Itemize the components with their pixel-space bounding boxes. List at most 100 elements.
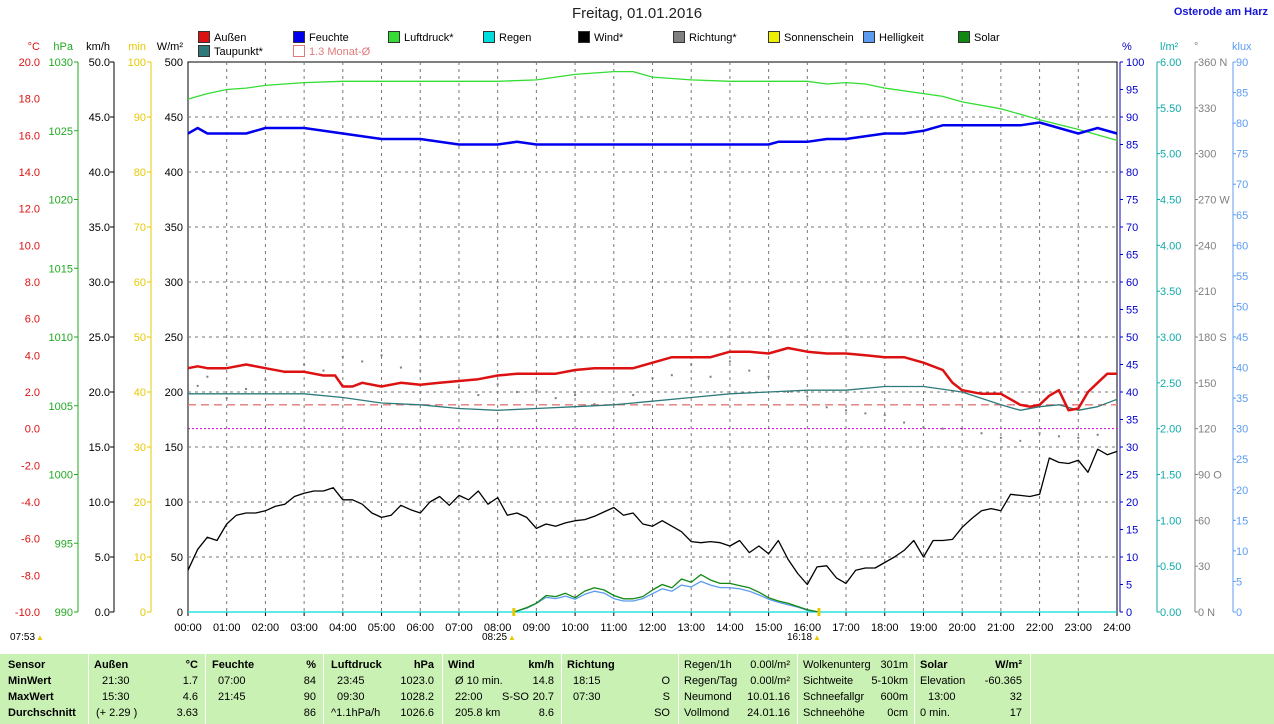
series-luftdruck-line xyxy=(187,70,1118,142)
pressure-tick-label: 1015 xyxy=(49,263,73,275)
rain-tick-label: 0.50 xyxy=(1160,561,1181,573)
rain-tick-label: 1.00 xyxy=(1160,515,1181,527)
humidity-tick-label: 40 xyxy=(1126,387,1138,399)
series-richtung-point xyxy=(941,427,944,430)
lux-unit-label: klux xyxy=(1232,41,1252,53)
sunmin-unit-label: min xyxy=(128,41,146,53)
temp-tick-label: 10.0 xyxy=(19,240,40,252)
rain-tick-label: 3.50 xyxy=(1160,286,1181,298)
series-richtung-point xyxy=(535,389,538,392)
legend-aussen: Außen xyxy=(198,31,246,44)
series-helligkeit-line xyxy=(513,580,819,613)
humidity-tick-label: 35 xyxy=(1126,415,1138,427)
temp-tick-label: 18.0 xyxy=(19,94,40,106)
series-richtung-point xyxy=(651,377,654,380)
stats-schneefall-val: 600m xyxy=(880,691,908,703)
series-au-en-line xyxy=(187,346,1117,412)
series-richtung-point xyxy=(670,374,673,377)
sunrise-main-label: 07:53▲ xyxy=(10,632,44,643)
series-richtung-point xyxy=(1057,435,1060,438)
x-tick-label: 02:00 xyxy=(252,622,280,634)
stats-luftdruck-max-time: 09:30 xyxy=(337,691,365,703)
stats-label-avg: Durchschnitt xyxy=(8,707,76,719)
solar-tick-label: 350 xyxy=(165,222,183,234)
series-richtung-point xyxy=(554,397,557,400)
stats-regen-1h-label: Regen/1h xyxy=(684,659,732,671)
lux-tick-label: 65 xyxy=(1236,210,1248,222)
humidity-tick-label: 85 xyxy=(1126,140,1138,152)
sunmin-tick-label: 100 xyxy=(128,57,146,69)
stats-solar-avg-val: 17 xyxy=(1009,707,1022,719)
stats-wind-max-time: 22:00 xyxy=(455,691,483,703)
stats-solar-max-time: 13:00 xyxy=(928,691,956,703)
sunrise-main-time: 07:53 xyxy=(10,632,36,643)
stats-label-sensor: Sensor xyxy=(8,659,46,671)
x-tick-label: 03:00 xyxy=(290,622,318,634)
stats-divider xyxy=(323,654,324,724)
stats-aussen-max-val: 4.6 xyxy=(182,691,198,703)
stats-sicht-label: Sichtweite xyxy=(803,675,854,687)
stats-feuchte-avg-val: 86 xyxy=(303,707,316,719)
solar-tick-label: 50 xyxy=(171,552,183,564)
lux-tick-label: 25 xyxy=(1236,454,1248,466)
stats-label-min: MinWert xyxy=(8,675,52,687)
stats-divider xyxy=(205,654,206,724)
direction-tick-label: 360 N xyxy=(1198,57,1227,69)
legend-label: Außen xyxy=(214,32,247,44)
legend-swatch xyxy=(483,31,495,43)
lux-tick-label: 30 xyxy=(1236,424,1248,436)
legend-label: Sonnenschein xyxy=(784,32,854,44)
solar-tick-label: 0 xyxy=(177,607,183,619)
pressure-tick-label: 1020 xyxy=(49,195,73,207)
sunmin-tick-label: 40 xyxy=(134,387,146,399)
sunmin-tick-label: 70 xyxy=(134,222,146,234)
lux-tick-label: 45 xyxy=(1236,332,1248,344)
series-wind-line xyxy=(187,448,1118,586)
sunmin-tick-label: 80 xyxy=(134,167,146,179)
stats-divider xyxy=(1030,654,1031,724)
humidity-tick-label: 100 xyxy=(1126,57,1144,69)
lux-tick-label: 10 xyxy=(1236,546,1248,558)
stats-vollmond-label: Vollmond xyxy=(684,707,730,719)
x-tick-label: 17:00 xyxy=(832,622,860,634)
series-richtung-point xyxy=(748,369,751,372)
wind-tick-label: 20.0 xyxy=(89,387,110,399)
x-tick-label: 23:00 xyxy=(1065,622,1093,634)
x-tick-label: 14:00 xyxy=(716,622,744,634)
stats-wind-unit: km/h xyxy=(528,659,554,671)
legend-sonnenschein: Sonnenschein xyxy=(768,31,854,44)
stats-aussen-avg-val: 3.63 xyxy=(176,707,198,719)
legend-wind: Wind* xyxy=(578,31,623,44)
lux-tick-label: 15 xyxy=(1236,515,1248,527)
legend-feuchte: Feuchte xyxy=(293,31,349,44)
stats-solar-header: Solar xyxy=(920,659,948,671)
stats-feuchte-max-val: 90 xyxy=(303,691,316,703)
series-richtung-point xyxy=(1096,433,1099,436)
humidity-tick-label: 50 xyxy=(1126,332,1138,344)
lux-tick-label: 55 xyxy=(1236,271,1248,283)
chart-title: Freitag, 01.01.2016 xyxy=(571,5,703,22)
stats-aussen-min-time: 21:30 xyxy=(102,675,130,687)
sunmin-tick-label: 30 xyxy=(134,442,146,454)
series-richtung-point xyxy=(361,360,364,363)
stats-panel: Sensor MinWert MaxWert Durchschnitt Auße… xyxy=(0,654,1274,724)
legend-swatch xyxy=(293,31,305,43)
humidity-tick-label: 10 xyxy=(1126,552,1138,564)
stats-luftdruck-min-time: 23:45 xyxy=(337,675,365,687)
legend-swatch xyxy=(198,31,210,43)
stats-luftdruck-min-val: 1023.0 xyxy=(400,675,434,687)
stats-aussen-min-val: 1.7 xyxy=(182,675,198,687)
series-richtung-point xyxy=(516,391,519,393)
solar-tick-label: 400 xyxy=(165,167,183,179)
x-tick-label: 07:00 xyxy=(445,622,473,634)
rain-tick-label: 0.00 xyxy=(1160,607,1181,619)
sunset-time: 16:18 xyxy=(787,632,813,643)
wind-tick-label: 0.0 xyxy=(95,607,110,619)
rain-tick-label: 4.00 xyxy=(1160,240,1181,252)
series-richtung-point xyxy=(883,413,886,416)
solar-tick-label: 250 xyxy=(165,332,183,344)
solar-unit-label: W/m² xyxy=(157,41,184,53)
direction-tick-label: 270 W xyxy=(1198,195,1230,207)
series-richtung-point xyxy=(632,394,635,397)
stats-richtung-min-val: O xyxy=(661,675,670,687)
